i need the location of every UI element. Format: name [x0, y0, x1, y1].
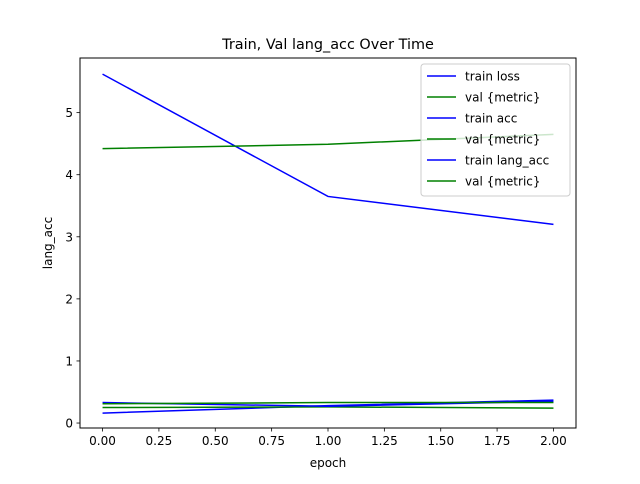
x-tick-label: 2.00 — [540, 434, 567, 448]
x-tick-label: 1.25 — [371, 434, 398, 448]
legend-label: train loss — [465, 70, 520, 84]
y-tick-label: 5 — [65, 106, 73, 120]
legend: train loss val {metric} train acc val {metr… — [420, 63, 571, 197]
legend-label: train acc — [465, 112, 517, 126]
y-tick-label: 1 — [65, 354, 73, 368]
legend-label: train lang_acc — [465, 154, 549, 168]
x-tick-label: 1.50 — [427, 434, 454, 448]
legend-box — [420, 63, 571, 197]
x-axis-ticks: 0.00 0.25 0.50 0.75 1.00 1.25 1.50 1.75 2.00 — [89, 428, 567, 448]
y-axis-label: lang_acc — [41, 217, 55, 269]
y-tick-label: 0 — [65, 417, 73, 431]
legend-label: val {metric} — [465, 133, 541, 147]
series-line-1 — [102, 73, 554, 226]
x-tick-label: 0.50 — [202, 434, 229, 448]
plot-frame — [79, 57, 577, 429]
legend-label: val {metric} — [465, 175, 541, 189]
x-tick-label: 0.75 — [258, 434, 285, 448]
y-tick-label: 4 — [65, 168, 73, 182]
chart-title: Train, Val lang_acc Over Time — [221, 37, 434, 53]
series-lines — [102, 73, 554, 414]
x-tick-label: 1.75 — [484, 434, 511, 448]
x-axis-label: epoch — [310, 456, 347, 470]
series-line-6 — [102, 401, 554, 405]
legend-label: val {metric} — [465, 91, 541, 105]
x-tick-label: 0.00 — [89, 434, 116, 448]
y-axis-ticks: 0 1 2 3 4 5 — [65, 106, 80, 431]
y-tick-label: 3 — [65, 230, 73, 244]
x-tick-label: 1.00 — [315, 434, 342, 448]
x-tick-label: 0.25 — [146, 434, 173, 448]
series-line-4 — [102, 406, 554, 409]
y-tick-label: 2 — [65, 292, 73, 306]
